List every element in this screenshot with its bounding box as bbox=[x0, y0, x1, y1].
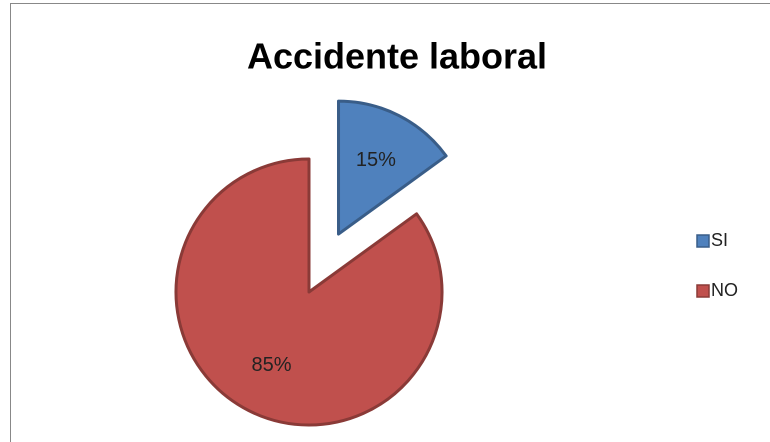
legend-label: NO bbox=[711, 280, 738, 300]
data-label: 85% bbox=[252, 354, 292, 376]
chart-title: Accidente laboral bbox=[247, 36, 547, 77]
pie-slice bbox=[337, 99, 448, 236]
legend-swatch bbox=[696, 234, 710, 248]
pie-slice bbox=[174, 157, 444, 427]
legend-swatch bbox=[696, 284, 710, 298]
data-label: 15% bbox=[356, 149, 396, 171]
legend-label: SI bbox=[711, 230, 728, 250]
